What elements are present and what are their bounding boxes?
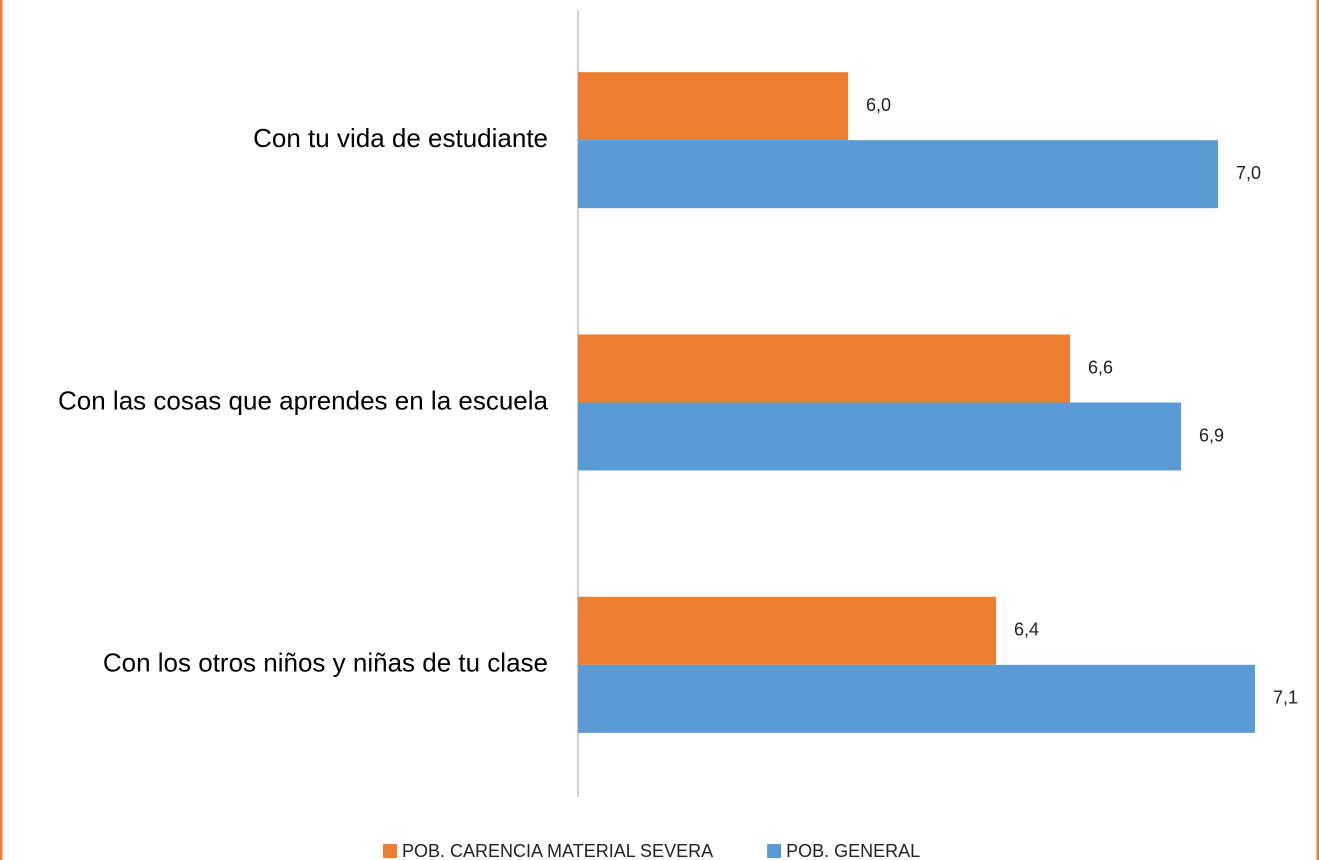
category-label: Con las cosas que aprendes en la escuela xyxy=(58,385,549,415)
value-label: 6,6 xyxy=(1088,357,1113,377)
value-label: 6,0 xyxy=(866,95,891,115)
legend-label: POB. GENERAL xyxy=(786,841,920,860)
category-label: Con tu vida de estudiante xyxy=(253,123,548,153)
legend-label: POB. CARENCIA MATERIAL SEVERA xyxy=(402,841,713,860)
category-label: Con los otros niños y niñas de tu clase xyxy=(103,648,548,678)
bar xyxy=(578,596,997,665)
value-label: 7,1 xyxy=(1273,688,1298,708)
bar xyxy=(578,402,1182,471)
value-label: 6,4 xyxy=(1014,620,1039,640)
legend-swatch xyxy=(767,844,782,858)
bar xyxy=(578,664,1256,733)
value-label: 7,0 xyxy=(1236,163,1261,183)
legend-swatch xyxy=(383,844,397,858)
bar xyxy=(578,140,1219,209)
bar xyxy=(578,334,1071,403)
bar xyxy=(578,72,849,141)
value-label: 6,9 xyxy=(1199,425,1224,445)
